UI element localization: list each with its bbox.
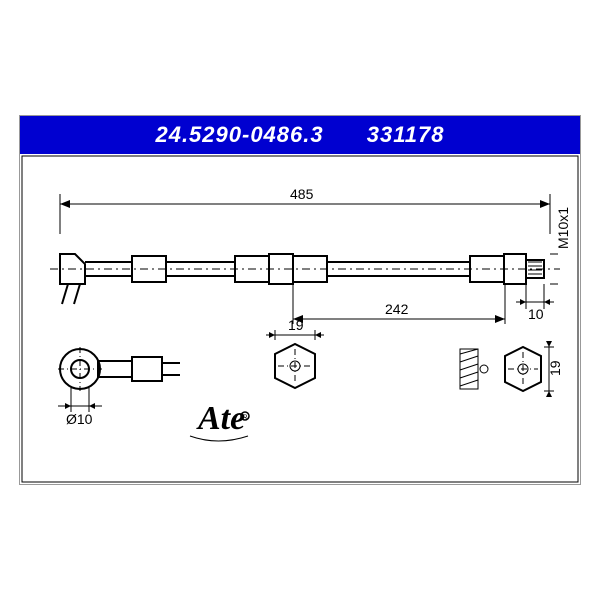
svg-text:R: R xyxy=(243,415,248,422)
dim-banjo-bore: Ø10 xyxy=(66,411,93,427)
dim-hex-right: 19 xyxy=(547,360,563,376)
left-fitting-bend xyxy=(62,284,68,304)
technical-diagram: 485 M10x1 xyxy=(20,154,580,484)
arrow-icon xyxy=(540,200,550,208)
banjo-fitting-detail: Ø10 xyxy=(58,347,180,427)
alt-number: 331178 xyxy=(367,122,445,147)
header-bar: 24.5290-0486.3 331178 xyxy=(20,116,580,154)
part-number: 24.5290-0486.3 xyxy=(155,122,323,147)
mid-hex-detail: 19 xyxy=(266,317,324,388)
brand-logo: Ate R xyxy=(190,400,249,441)
arrow-icon xyxy=(520,299,526,305)
left-fitting-bend2 xyxy=(74,284,80,304)
arrow-icon xyxy=(495,315,505,323)
dim-overall-length: 485 xyxy=(290,186,314,202)
arrow-icon xyxy=(544,299,550,305)
dim-hex-mid: 19 xyxy=(288,317,304,333)
svg-text:Ate: Ate xyxy=(196,400,245,437)
arrow-icon xyxy=(60,200,70,208)
right-hex-detail: 19 xyxy=(460,341,563,397)
dim-mid-length: 242 xyxy=(385,301,409,317)
spec-card: 24.5290-0486.3 331178 485 M10x1 xyxy=(19,115,581,485)
thread-spec: M10x1 xyxy=(555,207,571,249)
dim-end-width: 10 xyxy=(528,306,544,322)
